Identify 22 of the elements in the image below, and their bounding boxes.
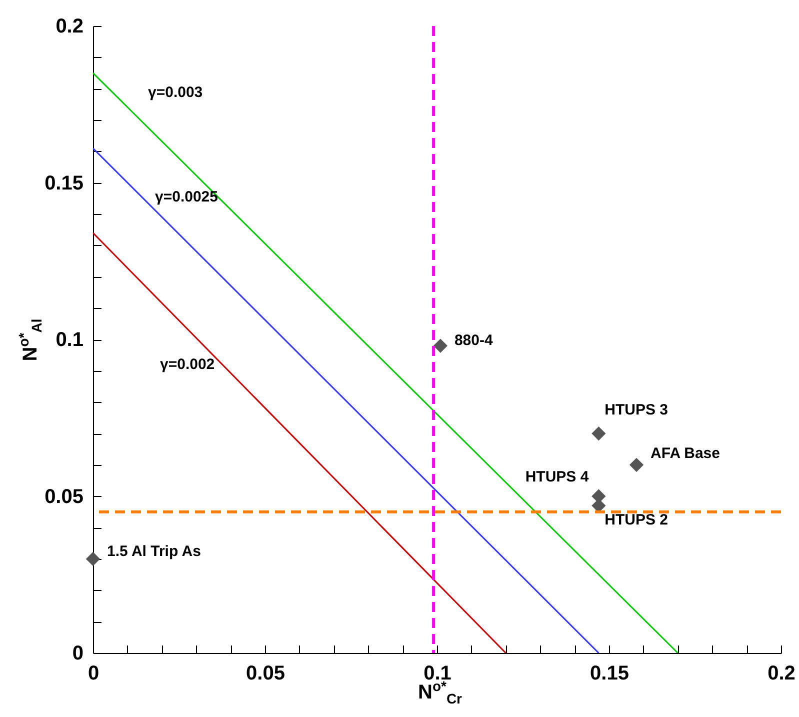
y-tick-label: 0.05 <box>44 486 84 508</box>
series-label: γ=0.002 <box>160 356 215 373</box>
annotation: 1.5 Al Trip As <box>107 542 201 560</box>
point <box>629 458 644 472</box>
x-tick-label: 0.15 <box>590 662 629 684</box>
y-tick-label: 0.15 <box>44 172 84 194</box>
annotation: HTUPS 3 <box>604 402 668 419</box>
annotation: HTUPS 4 <box>525 468 590 486</box>
point <box>592 426 606 441</box>
series-label: γ=0.003 <box>148 84 203 102</box>
y-tick-label: 0.1 <box>56 329 84 351</box>
x-tick-label: 0.05 <box>246 662 285 684</box>
point <box>86 552 100 566</box>
y-tick-label: 0 <box>72 642 84 664</box>
x-tick-label: 0.2 <box>768 662 796 684</box>
point <box>433 338 448 353</box>
y-tick-label: 0.2 <box>56 16 84 38</box>
x-tick-label: 0 <box>88 662 100 684</box>
annotation: 880-4 <box>454 332 494 349</box>
annotation: HTUPS 2 <box>604 512 668 529</box>
annotation: AFA Base <box>650 444 720 462</box>
series-label: γ=0.0025 <box>155 188 218 206</box>
